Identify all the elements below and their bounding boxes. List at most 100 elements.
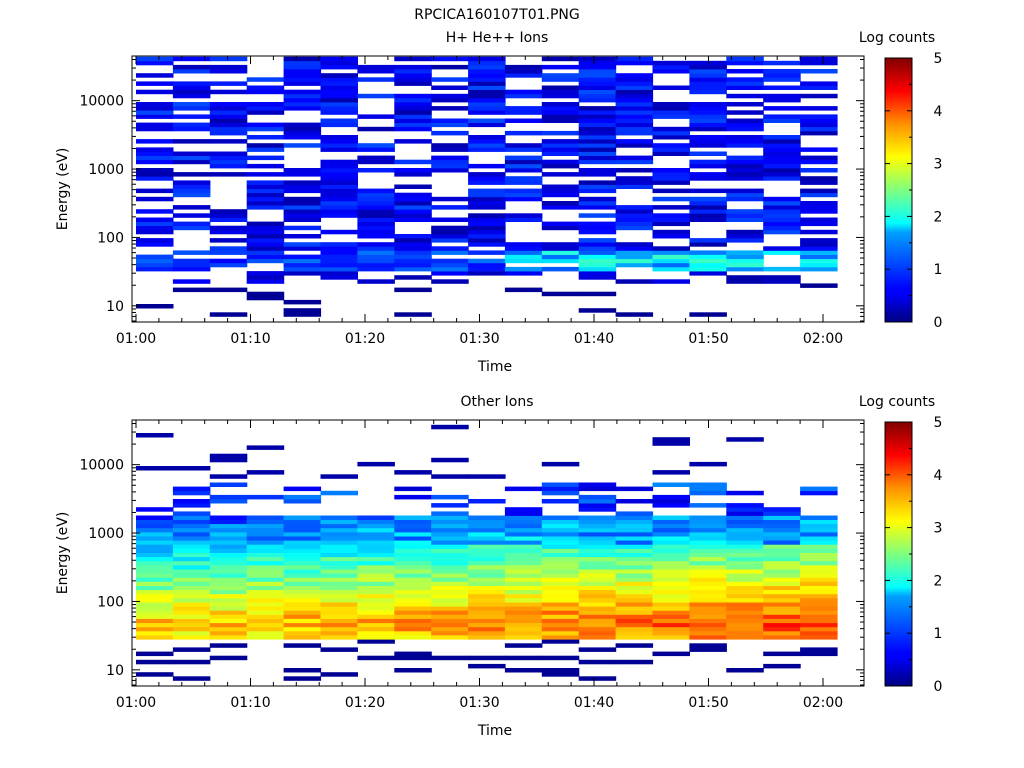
heatmap-cell [431, 217, 469, 222]
heatmap-cell [652, 229, 690, 235]
heatmap-cell [136, 466, 174, 471]
heatmap-cell [431, 163, 469, 169]
heatmap-cell [283, 499, 322, 504]
heatmap-cell [320, 246, 358, 251]
heatmap-cell [394, 585, 432, 591]
heatmap-cell [320, 585, 358, 591]
heatmap-cell [541, 639, 580, 644]
heatmap-cell [431, 85, 469, 90]
x-tick-label: 01:40 [574, 331, 614, 347]
heatmap-cell [578, 159, 617, 165]
heatmap-cell [689, 69, 727, 74]
heatmap-cell [357, 614, 395, 619]
heatmap-cell [320, 556, 358, 562]
heatmap-cell [689, 552, 727, 558]
heatmap-cell [394, 266, 432, 272]
heatmap-cell [652, 205, 690, 210]
heatmap-cell [468, 271, 506, 276]
heatmap-cell [800, 262, 838, 268]
heatmap-cell [172, 69, 211, 74]
heatmap-cell [357, 532, 395, 537]
heatmap-cell [800, 598, 838, 603]
heatmap-cell [283, 172, 322, 177]
heatmap-cell [394, 598, 432, 603]
heatmap-cell [541, 606, 580, 611]
heatmap-cell [209, 213, 248, 218]
heatmap-cell [578, 205, 617, 210]
heatmap-cell [800, 618, 838, 624]
heatmap-cell [504, 536, 543, 541]
heatmap-cell [726, 155, 764, 161]
heatmap-cell [726, 589, 764, 595]
heatmap-cell [652, 635, 690, 640]
heatmap-cell [209, 499, 248, 504]
heatmap-cell [763, 114, 801, 119]
heatmap-cell [615, 659, 654, 665]
heatmap-cell [209, 622, 248, 628]
heatmap-cell [578, 225, 617, 231]
heatmap-cell [800, 147, 838, 152]
heatmap-cell [504, 655, 543, 661]
heatmap-cell [578, 271, 617, 276]
heatmap-cell [209, 217, 248, 222]
heatmap-cell [357, 635, 395, 640]
heatmap-cell [172, 499, 211, 504]
heatmap-cell [283, 135, 322, 140]
heatmap-cell [320, 266, 358, 272]
heatmap-cell [246, 602, 285, 607]
y-tick-label: 100 [97, 230, 124, 246]
heatmap-cell [615, 118, 654, 123]
heatmap-cell [504, 622, 543, 628]
heatmap-cell [578, 229, 617, 235]
heatmap-cell [136, 122, 174, 128]
heatmap-cell [209, 453, 248, 459]
heatmap-cell [578, 560, 617, 566]
heatmap-cell [578, 659, 617, 665]
heatmap-cell [246, 548, 285, 553]
heatmap-cell [431, 229, 469, 235]
heatmap-cell [615, 589, 654, 595]
heatmap-cell [357, 254, 395, 260]
heatmap-cell [172, 536, 211, 541]
heatmap-cell [800, 205, 838, 210]
heatmap-cell [615, 610, 654, 615]
heatmap-cell [283, 102, 322, 107]
heatmap-cell [763, 266, 801, 272]
heatmap-cell [283, 618, 322, 624]
heatmap-cell [615, 630, 654, 636]
heatmap-cell [504, 250, 543, 255]
heatmap-cell [578, 143, 617, 148]
heatmap-cell [541, 614, 580, 619]
heatmap-cell [320, 593, 358, 599]
heatmap-cell [394, 532, 432, 537]
x-tick-label: 01:50 [688, 331, 728, 347]
heatmap-cell [504, 643, 543, 648]
heatmap-cell [136, 507, 174, 512]
heatmap-cell [689, 569, 727, 574]
heatmap-cell [172, 577, 211, 582]
heatmap-cell [652, 85, 690, 90]
heatmap-cell [136, 598, 174, 603]
heatmap-cell [468, 655, 506, 661]
heatmap-cell [320, 474, 358, 479]
heatmap-cell [246, 593, 285, 599]
heatmap-cell [504, 163, 543, 169]
heatmap-cell [431, 585, 469, 591]
heatmap-cell [689, 598, 727, 603]
y-axis-label: Energy (eV) [55, 148, 71, 231]
heatmap-cell [136, 254, 174, 260]
heatmap-cell [283, 486, 322, 492]
heatmap-cell [800, 544, 838, 549]
heatmap-cell [209, 64, 248, 70]
heatmap-cell [172, 552, 211, 558]
heatmap-cell [431, 266, 469, 272]
heatmap-cell [689, 151, 727, 156]
heatmap-cell [431, 540, 469, 545]
heatmap-cell [652, 540, 690, 545]
heatmap-cell [578, 602, 617, 607]
heatmap-cell [357, 589, 395, 595]
heatmap-cell [136, 536, 174, 541]
heatmap-cell [652, 618, 690, 624]
heatmap-cell [689, 77, 727, 82]
heatmap-cell [504, 618, 543, 624]
